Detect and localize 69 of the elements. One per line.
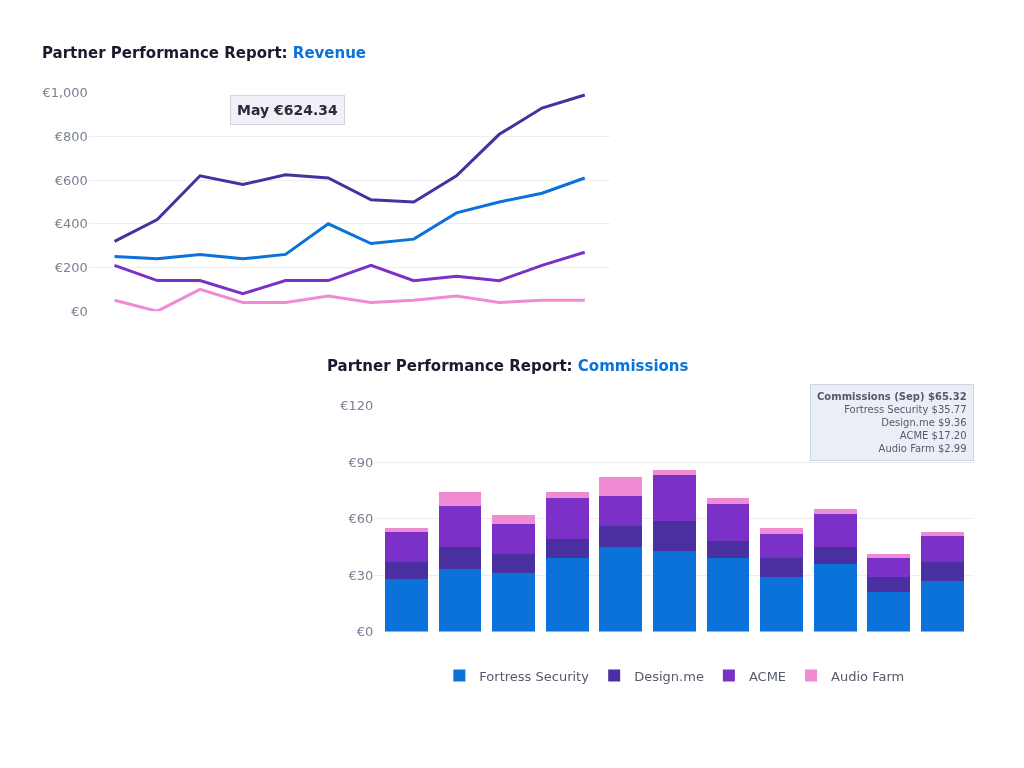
line-series [113,250,587,296]
bar [706,503,750,542]
bar [760,528,803,534]
bar [492,514,536,525]
bar [760,558,803,577]
bar [545,558,589,632]
bar [652,550,696,632]
bar [760,576,803,632]
bar [867,558,911,577]
bar [492,554,536,574]
annotation: Fortress Security $35.77 [844,404,967,415]
bar [599,496,643,527]
bar [492,573,536,632]
line-series [113,176,587,261]
legend-label: ACME [748,668,787,684]
bar [706,497,750,504]
bar [652,520,696,551]
bar [438,492,482,506]
bar [920,531,964,536]
legend-label: Design.me [634,668,704,684]
bar [384,531,428,562]
bar [813,546,857,565]
text: Commissions (Sep) $65.32 [817,391,967,402]
legend-label: Audio Farm [831,668,905,684]
annotation: May €624.34 [237,102,338,118]
y-tick-label: €30 [348,567,374,583]
bar [599,526,643,547]
chart-title: Partner Performance Report: Commissions [327,357,689,375]
bar [545,539,589,559]
bar [706,558,750,632]
y-tick-label: €60 [348,511,374,527]
bar [760,533,803,559]
y-tick-label: €800 [54,129,88,145]
annotation: Design.me $9.36 [881,417,967,428]
y-tick-label: €1,000 [42,85,88,101]
bar [438,505,482,547]
bar [384,578,428,632]
bar [384,528,428,532]
bar [813,564,857,632]
bar [438,546,482,570]
bar [545,492,589,498]
y-tick-label: €120 [340,398,374,414]
y-tick-label: €400 [54,216,88,232]
bar [492,524,536,555]
bar [652,475,696,521]
y-tick-label: €90 [348,454,374,470]
bar [813,514,857,547]
bar [438,569,482,632]
bar [545,497,589,540]
bar [706,541,750,559]
bar [384,561,428,579]
bar [920,580,964,632]
bar [920,561,964,581]
bar [867,554,911,559]
bar [599,546,643,632]
y-tick-label: €200 [54,260,88,276]
bar [599,477,643,497]
line-series [113,93,587,243]
legend-label: Fortress Security [479,668,590,684]
annotation: Audio Farm $2.99 [878,443,967,454]
y-tick-label: €600 [54,172,88,188]
y-tick-label: €0 [356,624,374,640]
bar [920,535,964,562]
chart-title: Partner Performance Report: Revenue [42,44,367,62]
bar [867,576,911,593]
y-tick-label: €0 [71,303,88,319]
bar [867,592,911,632]
line-series [113,287,587,312]
annotation: ACME $17.20 [899,430,967,441]
